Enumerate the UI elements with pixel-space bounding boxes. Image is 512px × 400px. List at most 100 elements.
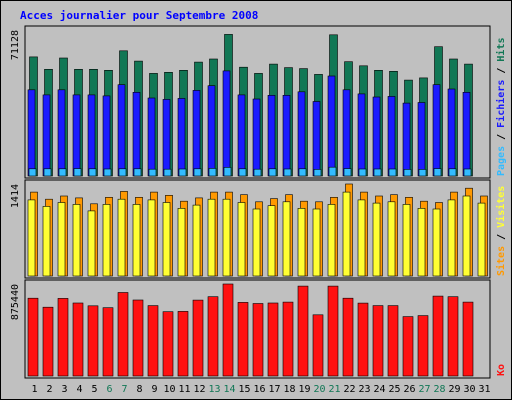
day-label-24: 24 — [373, 384, 385, 395]
bar-fichiers-day-30 — [462, 92, 471, 177]
bar-fichiers-day-27 — [417, 102, 426, 177]
bar-pages-day-7 — [118, 168, 127, 177]
day-label-7: 7 — [121, 384, 127, 395]
day-label-16: 16 — [253, 384, 265, 395]
bar-fichiers-day-23 — [357, 93, 366, 177]
legend-item: Pages — [496, 146, 507, 176]
legend-item: Fichiers — [495, 80, 507, 128]
panel-frame — [24, 179, 491, 279]
bar-fichiers-day-12 — [192, 90, 201, 177]
legend-item: Ko — [496, 364, 507, 376]
bar-pages-day-14 — [223, 167, 232, 177]
bar-fichiers-day-28 — [432, 84, 441, 177]
day-label-4: 4 — [76, 384, 82, 395]
bar-visites-day-16 — [252, 208, 261, 277]
bar-ko-day-5 — [87, 305, 99, 377]
bar-pages-day-8 — [133, 168, 142, 177]
series-legend: Sites / Visites — [495, 186, 507, 276]
bar-visites-day-17 — [267, 205, 276, 277]
bar-ko-day-30 — [462, 301, 474, 377]
panel-frame — [24, 279, 491, 379]
day-label-6: 6 — [106, 384, 112, 395]
bar-pages-day-6 — [103, 168, 112, 177]
bar-ko-day-14 — [222, 283, 234, 377]
bar-ko-day-22 — [342, 297, 354, 377]
day-label-29: 29 — [448, 384, 460, 395]
bar-ko-day-12 — [192, 299, 204, 377]
bar-fichiers-day-22 — [342, 89, 351, 177]
bar-fichiers-day-24 — [372, 96, 381, 177]
bar-visites-day-18 — [282, 201, 291, 277]
bar-visites-day-24 — [372, 202, 381, 277]
bar-visites-day-20 — [312, 208, 321, 277]
bar-fichiers-day-1 — [27, 89, 36, 177]
day-label-27: 27 — [418, 384, 430, 395]
bar-fichiers-day-5 — [87, 94, 96, 177]
bar-ko-day-26 — [402, 316, 414, 377]
bar-pages-day-5 — [88, 168, 97, 177]
legend-item: Sites — [495, 246, 507, 276]
bar-pages-day-3 — [58, 168, 67, 177]
bar-ko-day-7 — [117, 292, 129, 377]
bar-fichiers-day-17 — [267, 95, 276, 177]
bar-ko-day-15 — [237, 302, 249, 377]
bar-ko-day-17 — [267, 302, 279, 377]
bar-pages-day-23 — [358, 168, 367, 177]
day-label-14: 14 — [223, 384, 235, 395]
legend-item: Visites — [495, 186, 507, 228]
day-label-9: 9 — [151, 384, 157, 395]
day-label-1: 1 — [31, 384, 37, 395]
day-label-25: 25 — [388, 384, 400, 395]
bar-fichiers-day-15 — [237, 94, 246, 177]
bar-visites-day-12 — [192, 204, 201, 277]
day-label-3: 3 — [61, 384, 67, 395]
bar-visites-day-13 — [207, 198, 216, 277]
bar-visites-day-22 — [342, 191, 351, 277]
bar-ko-day-21 — [327, 285, 339, 377]
bar-pages-day-18 — [283, 168, 292, 177]
day-label-8: 8 — [136, 384, 142, 395]
day-label-18: 18 — [283, 384, 295, 395]
legend-item: Hits — [495, 38, 507, 62]
bar-pages-day-11 — [178, 168, 187, 177]
day-label-12: 12 — [193, 384, 205, 395]
bar-ko-day-4 — [72, 302, 84, 377]
bar-visites-day-5 — [87, 210, 96, 277]
bar-ko-day-20 — [312, 314, 324, 377]
bar-fichiers-day-19 — [297, 91, 306, 177]
panel-frame — [24, 25, 491, 179]
day-label-21: 21 — [328, 384, 340, 395]
bar-visites-day-10 — [162, 202, 171, 277]
y-max-label: 71128 — [10, 30, 21, 60]
bar-pages-day-12 — [193, 168, 202, 177]
bar-pages-day-26 — [403, 169, 412, 177]
day-label-5: 5 — [91, 384, 97, 395]
bar-visites-day-27 — [417, 208, 426, 277]
bar-ko-day-3 — [57, 298, 69, 377]
bar-pages-day-30 — [463, 168, 472, 177]
bar-fichiers-day-2 — [42, 94, 51, 177]
bar-visites-day-9 — [147, 199, 156, 277]
sites-visits-panel: 1414 Sites / Visites — [10, 179, 507, 279]
bar-ko-day-6 — [102, 307, 114, 377]
bar-fichiers-day-13 — [207, 85, 216, 177]
day-label-30: 30 — [463, 384, 475, 395]
bar-visites-day-21 — [327, 204, 336, 277]
bar-fichiers-day-10 — [162, 99, 171, 177]
bar-ko-day-29 — [447, 296, 459, 377]
bar-fichiers-day-18 — [282, 95, 291, 177]
bar-pages-day-1 — [28, 168, 37, 177]
bar-ko-day-2 — [42, 306, 54, 377]
bar-fichiers-day-29 — [447, 88, 456, 177]
bar-ko-day-27 — [417, 315, 429, 377]
bar-pages-day-25 — [388, 168, 397, 177]
bar-pages-day-22 — [343, 168, 352, 177]
bar-fichiers-day-3 — [57, 89, 66, 177]
y-max-label: 1414 — [10, 184, 21, 208]
bar-ko-day-13 — [207, 296, 219, 377]
series-legend: Pages / Fichiers / Hits — [495, 38, 507, 177]
series-legend: Ko — [496, 364, 507, 376]
bar-ko-day-23 — [357, 302, 369, 377]
day-label-22: 22 — [343, 384, 355, 395]
